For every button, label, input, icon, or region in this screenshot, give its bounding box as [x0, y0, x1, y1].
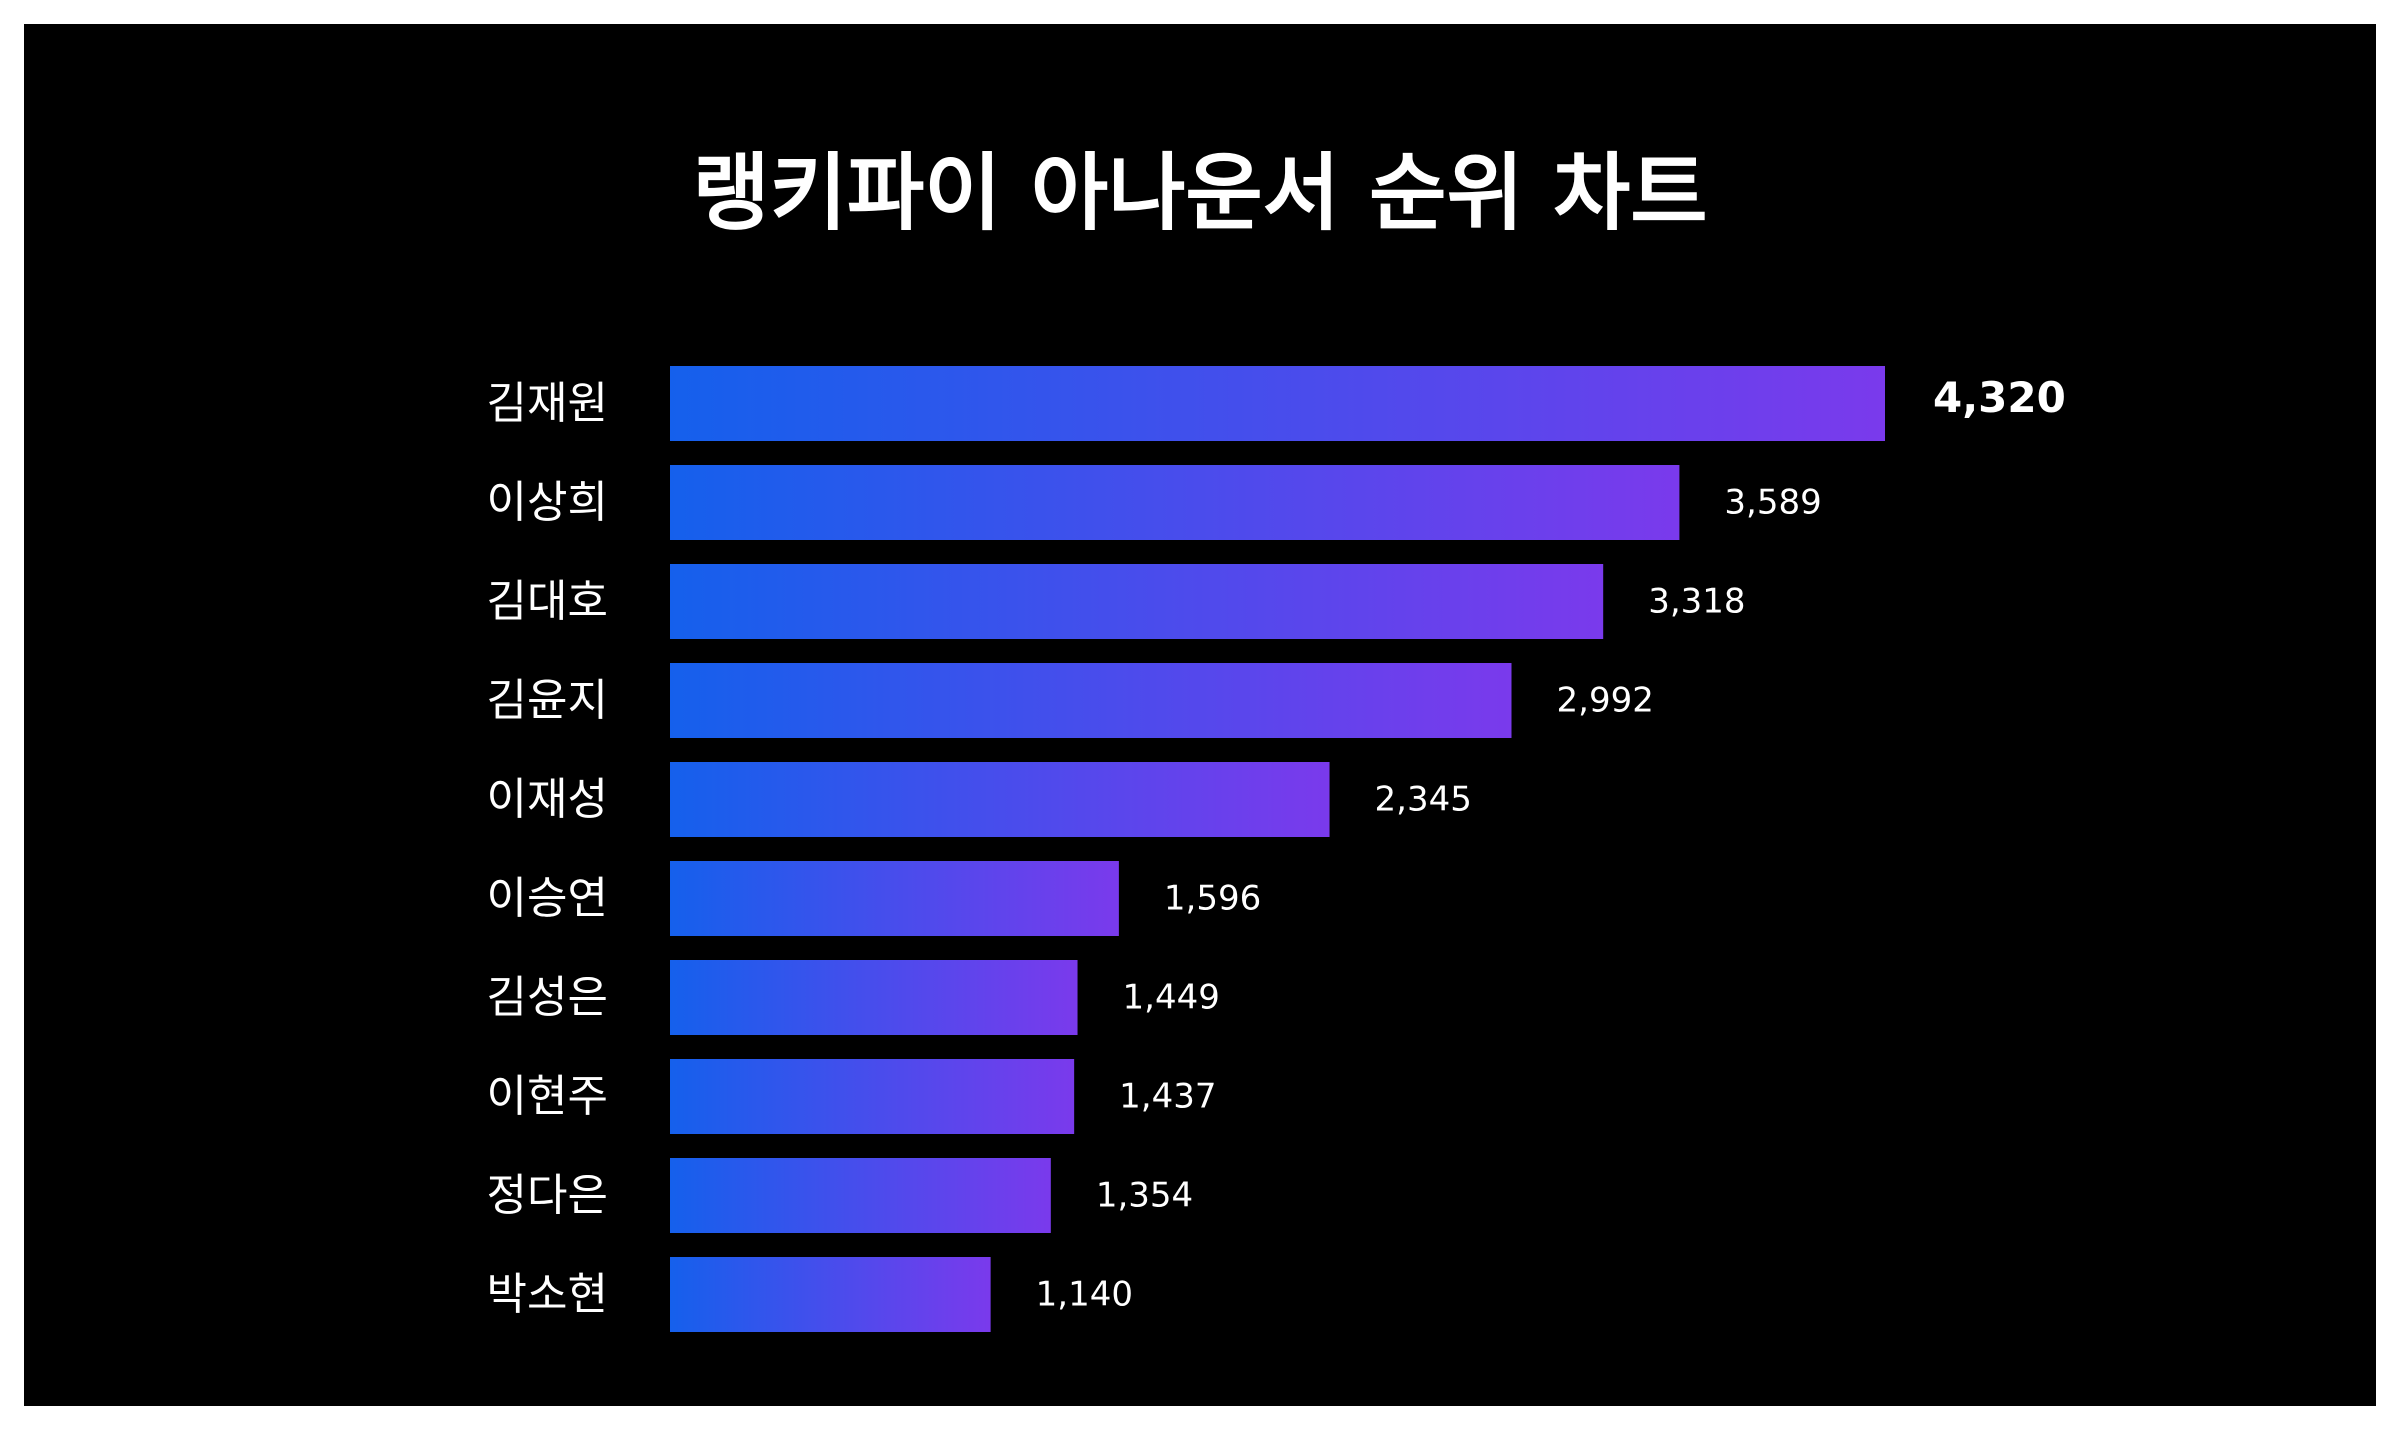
value-label: 4,320 [1933, 373, 2066, 422]
bar [670, 1059, 1075, 1134]
category-label: 김재원 [487, 378, 608, 429]
category-label: 김대호 [487, 576, 608, 627]
category-label: 김성은 [487, 972, 608, 1023]
value-label: 1,596 [1164, 879, 1261, 919]
value-label: 2,345 [1375, 780, 1472, 820]
value-label: 2,992 [1557, 681, 1654, 721]
bar [670, 564, 1604, 639]
bar [670, 366, 1885, 441]
category-label: 이재성 [487, 774, 608, 825]
value-label: 1,140 [1036, 1275, 1133, 1315]
category-label: 이승연 [487, 873, 608, 924]
bar [670, 465, 1680, 540]
value-label: 1,354 [1096, 1176, 1193, 1216]
bars: 김재원 4,320 이상희 3,589 김대호 3,318 김윤지 2,992 이재성 2,345… [487, 366, 2066, 1332]
category-label: 김윤지 [487, 675, 608, 726]
bar [670, 762, 1330, 837]
value-label: 3,589 [1724, 483, 1821, 523]
category-label: 박소현 [487, 1269, 608, 1320]
bar [670, 1257, 991, 1332]
category-label: 이현주 [487, 1071, 608, 1122]
value-label: 1,437 [1119, 1077, 1216, 1117]
category-label: 정다은 [487, 1170, 608, 1221]
bar [670, 1158, 1051, 1233]
value-label: 1,449 [1123, 978, 1220, 1018]
bar [670, 960, 1078, 1035]
bar [670, 861, 1119, 936]
value-label: 3,318 [1648, 582, 1745, 622]
bar [670, 663, 1512, 738]
chart-title: 랭키파이 아나운서 순위 차트 [692, 144, 1708, 242]
category-label: 이상희 [487, 477, 608, 528]
